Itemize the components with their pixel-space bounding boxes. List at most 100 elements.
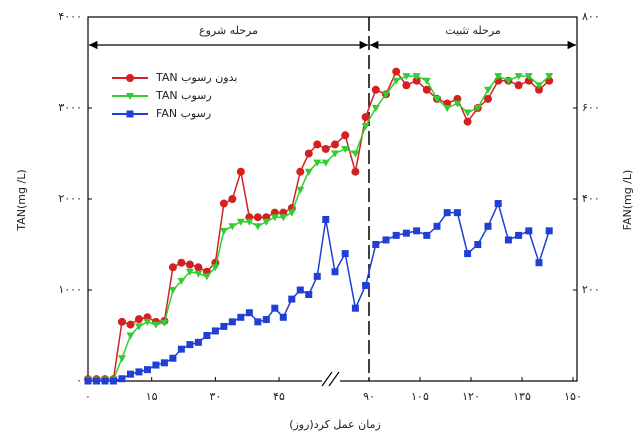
- point: [402, 73, 411, 81]
- point: [392, 231, 400, 239]
- point: [228, 195, 237, 203]
- point: [177, 277, 186, 285]
- legend-label: FAN رسوب: [156, 107, 211, 120]
- point: [126, 332, 135, 340]
- point: [168, 263, 177, 272]
- point: [134, 323, 143, 331]
- point: [279, 313, 287, 321]
- point: [514, 73, 523, 81]
- point: [220, 322, 228, 330]
- x-tick-label: ۳۰: [209, 390, 221, 403]
- point: [545, 227, 553, 235]
- point: [271, 304, 279, 312]
- point: [253, 213, 262, 222]
- point: [392, 67, 401, 76]
- point: [362, 281, 370, 289]
- point: [211, 264, 220, 272]
- point: [464, 250, 472, 258]
- y2-tick-label: ۸۰۰: [582, 10, 600, 23]
- point: [443, 105, 452, 112]
- point: [535, 85, 543, 94]
- y2-axis-label: FAN(mg /L): [621, 170, 634, 231]
- point: [194, 263, 203, 272]
- point: [304, 168, 313, 176]
- point: [535, 259, 543, 267]
- series-line: [88, 201, 550, 382]
- point: [433, 222, 441, 230]
- point: [313, 140, 322, 149]
- point: [331, 268, 339, 276]
- legend-marker: [126, 93, 134, 100]
- x-tick-label: ۹۰: [363, 390, 375, 403]
- series-line: [88, 75, 550, 381]
- point: [453, 209, 461, 217]
- point: [321, 159, 330, 167]
- point: [236, 218, 245, 226]
- point: [524, 73, 533, 81]
- point: [361, 113, 370, 122]
- point: [151, 321, 160, 329]
- point: [270, 214, 279, 222]
- point: [160, 319, 169, 327]
- point: [313, 159, 322, 167]
- point: [331, 150, 339, 158]
- point: [228, 318, 236, 326]
- y-tick-label: ۴۰۰۰: [58, 10, 82, 23]
- point: [473, 105, 482, 112]
- axis-break: [321, 371, 340, 388]
- x-tick-label: ۱۵۰: [564, 390, 582, 403]
- point: [245, 309, 253, 317]
- point: [126, 370, 134, 378]
- point: [443, 209, 451, 217]
- point: [423, 231, 431, 239]
- point: [177, 258, 186, 267]
- x-tick-label: ۱۳۵: [513, 390, 531, 403]
- point: [203, 332, 211, 339]
- point: [331, 140, 339, 149]
- x-tick-label: ۰: [85, 390, 91, 403]
- point: [84, 377, 92, 385]
- point: [525, 227, 533, 235]
- point: [194, 338, 202, 346]
- point: [382, 91, 390, 99]
- point: [412, 76, 421, 85]
- y-axis-label: TAN(mg /L): [15, 169, 28, 231]
- point: [185, 260, 194, 269]
- legend-label: TAN بدون رسوب: [155, 71, 237, 84]
- point: [236, 167, 245, 176]
- point: [474, 241, 482, 248]
- point: [262, 218, 271, 226]
- point: [341, 250, 349, 258]
- point: [160, 359, 168, 367]
- point: [219, 227, 228, 235]
- point: [118, 375, 126, 383]
- point: [304, 149, 313, 158]
- point: [351, 150, 360, 158]
- point: [117, 317, 126, 326]
- point: [296, 286, 304, 294]
- point: [514, 81, 523, 90]
- point: [484, 222, 492, 230]
- point: [371, 85, 380, 94]
- point: [305, 291, 313, 299]
- point: [296, 167, 305, 176]
- point: [202, 273, 211, 281]
- point: [504, 236, 512, 244]
- point: [535, 82, 543, 90]
- point: [321, 144, 330, 153]
- point: [185, 268, 194, 276]
- point: [484, 86, 492, 94]
- point: [341, 145, 350, 153]
- point: [372, 241, 380, 248]
- point: [109, 377, 117, 385]
- point: [168, 287, 177, 294]
- point: [484, 94, 492, 103]
- point: [463, 117, 472, 126]
- legend-label: TAN رسوب: [155, 89, 212, 102]
- point: [402, 229, 410, 237]
- point: [433, 95, 441, 103]
- point: [135, 368, 143, 376]
- point: [515, 231, 523, 239]
- point: [296, 186, 305, 194]
